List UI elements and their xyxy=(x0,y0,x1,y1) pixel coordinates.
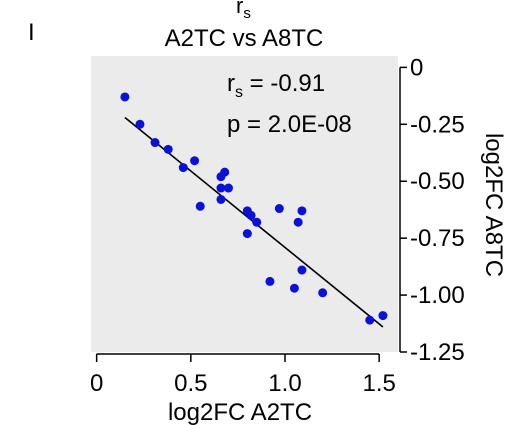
data-point xyxy=(297,206,307,216)
spearman-value: = -0.91 xyxy=(243,70,325,97)
y-axis-label: log2FC A8TC xyxy=(480,133,507,277)
data-point xyxy=(195,201,205,211)
x-tick-label: 0.5 xyxy=(174,370,207,397)
spearman-r: r xyxy=(227,70,235,97)
data-point xyxy=(297,265,307,275)
x-tick-label: 1.0 xyxy=(268,370,301,397)
data-point xyxy=(365,315,375,325)
data-point xyxy=(178,163,188,173)
spearman-annotation: rs = -0.91 xyxy=(227,70,325,101)
data-point xyxy=(220,167,230,177)
data-point xyxy=(289,283,299,293)
y-tick-label: 0 xyxy=(410,54,423,81)
y-tick-label: -0.50 xyxy=(410,168,465,195)
data-point xyxy=(163,144,173,154)
data-point xyxy=(378,311,388,321)
y-tick-label: -0.75 xyxy=(410,225,465,252)
data-point xyxy=(274,204,284,214)
data-point xyxy=(242,229,252,239)
data-point xyxy=(246,210,256,220)
chart-title-r-subscript: s xyxy=(243,5,251,22)
chart-title-line1: rs xyxy=(236,0,251,22)
chart-title-r: r xyxy=(236,0,243,18)
data-point xyxy=(216,183,226,193)
data-point xyxy=(216,194,226,204)
y-tick-label: -1.00 xyxy=(410,282,465,309)
y-tick-label: -0.25 xyxy=(410,111,465,138)
data-point xyxy=(293,217,303,227)
panel-marker: I xyxy=(28,19,35,46)
chart-title-line2: A2TC vs A8TC xyxy=(165,25,324,52)
data-point xyxy=(150,138,160,148)
pvalue-annotation: p = 2.0E-08 xyxy=(227,111,352,138)
data-point xyxy=(120,92,130,102)
data-point xyxy=(223,183,233,193)
plot-background xyxy=(91,56,398,352)
data-point xyxy=(135,119,145,129)
spearman-subscript: s xyxy=(235,84,243,101)
data-point xyxy=(265,276,275,286)
x-tick-label: 0 xyxy=(90,370,103,397)
axes: 0 0.5 1.0 1.5 0 -0.25 -0.50 -0.75 -1.00 -1.25 xyxy=(90,54,465,397)
data-point xyxy=(190,156,200,166)
data-point xyxy=(252,217,262,227)
x-tick-label: 1.5 xyxy=(362,370,395,397)
data-points xyxy=(120,92,388,325)
x-axis-label: log2FC A2TC xyxy=(168,399,312,425)
data-point xyxy=(318,288,328,298)
y-tick-label: -1.25 xyxy=(410,339,465,366)
